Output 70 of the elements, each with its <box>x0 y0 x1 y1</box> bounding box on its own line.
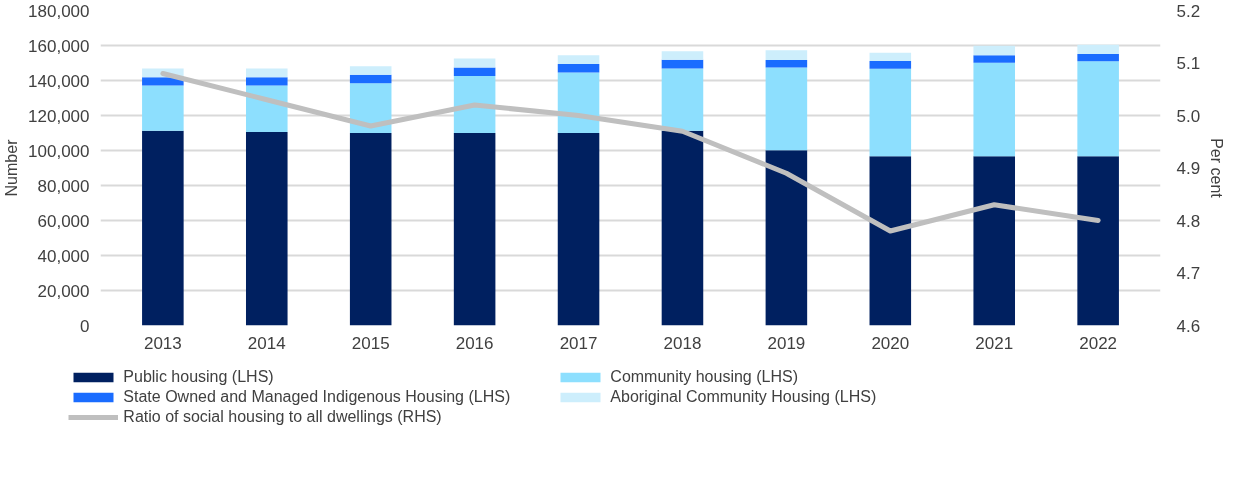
bar <box>453 67 496 76</box>
bar <box>557 63 600 73</box>
y-tick-label: 60,000 <box>37 211 90 231</box>
bar <box>349 66 392 75</box>
bar <box>245 68 288 78</box>
bar <box>245 131 288 326</box>
bar <box>765 67 808 151</box>
bar <box>142 130 184 326</box>
x-tick-label: 2020 <box>871 333 910 353</box>
y2-tick-label: 4.6 <box>1176 316 1201 336</box>
y-tick-label: 20,000 <box>37 281 90 301</box>
legend-label: Ratio of social housing to all dwellings (RHS) <box>123 408 443 426</box>
y2-tick-label: 5.1 <box>1176 54 1201 73</box>
y2-tick-label: 4.9 <box>1176 159 1201 178</box>
bar <box>869 156 912 326</box>
bar <box>142 85 184 131</box>
legend-label: State Owned and Managed Indigenous Housing (LHS) <box>123 388 512 406</box>
x-tick-label: 2022 <box>1079 333 1118 353</box>
legend-label: Aboriginal Community Housing (LHS) <box>610 388 878 406</box>
bar <box>765 150 808 326</box>
bar <box>765 50 808 61</box>
x-tick-label: 2015 <box>351 333 390 353</box>
bar <box>557 55 600 64</box>
bar <box>973 45 1016 56</box>
y-tick-label: 120,000 <box>28 106 90 126</box>
bar <box>869 60 912 69</box>
bar <box>661 59 704 69</box>
x-tick-label: 2013 <box>143 333 182 353</box>
bar <box>1077 61 1119 157</box>
bar <box>973 55 1016 63</box>
y-axis-title: Number <box>3 138 21 197</box>
bar <box>245 77 288 86</box>
y-tick-label: 80,000 <box>37 176 90 196</box>
bar <box>973 156 1016 326</box>
bar <box>765 60 808 68</box>
y2-tick-label: 4.7 <box>1176 264 1201 283</box>
y-tick-label: 40,000 <box>37 246 90 266</box>
bar <box>869 52 912 61</box>
y2-tick-label: 5.0 <box>1176 106 1201 126</box>
y-tick-label: 140,000 <box>28 71 90 91</box>
y-tick-label: 160,000 <box>28 36 90 56</box>
y2-tick-label: 4.8 <box>1176 211 1201 231</box>
legend-label: Community housing (LHS) <box>610 368 799 386</box>
legend-label: Public housing (LHS) <box>123 368 275 386</box>
x-tick-label: 2018 <box>663 333 702 353</box>
bar <box>557 133 600 326</box>
bar <box>973 62 1016 157</box>
y-tick-label: 0 <box>80 316 90 336</box>
y-tick-label: 100,000 <box>28 141 90 161</box>
bar <box>453 58 496 68</box>
bar <box>661 51 704 60</box>
bar <box>1077 156 1119 326</box>
x-tick-label: 2017 <box>559 333 598 353</box>
bar <box>453 75 496 133</box>
x-tick-label: 2019 <box>767 333 806 353</box>
x-tick-label: 2021 <box>975 333 1014 353</box>
bar <box>661 130 704 326</box>
bar <box>869 68 912 157</box>
bar <box>349 133 392 326</box>
y-tick-label: 180,000 <box>28 1 90 21</box>
x-tick-label: 2016 <box>455 333 494 353</box>
bar <box>557 72 600 133</box>
bar <box>661 68 704 131</box>
y2-tick-label: 5.2 <box>1176 1 1201 21</box>
bar <box>349 74 392 84</box>
bar <box>1077 54 1119 62</box>
x-tick-label: 2014 <box>247 333 286 353</box>
bar <box>1077 44 1119 55</box>
y2-axis-title: Per cent <box>1208 138 1226 199</box>
bar <box>453 133 496 326</box>
